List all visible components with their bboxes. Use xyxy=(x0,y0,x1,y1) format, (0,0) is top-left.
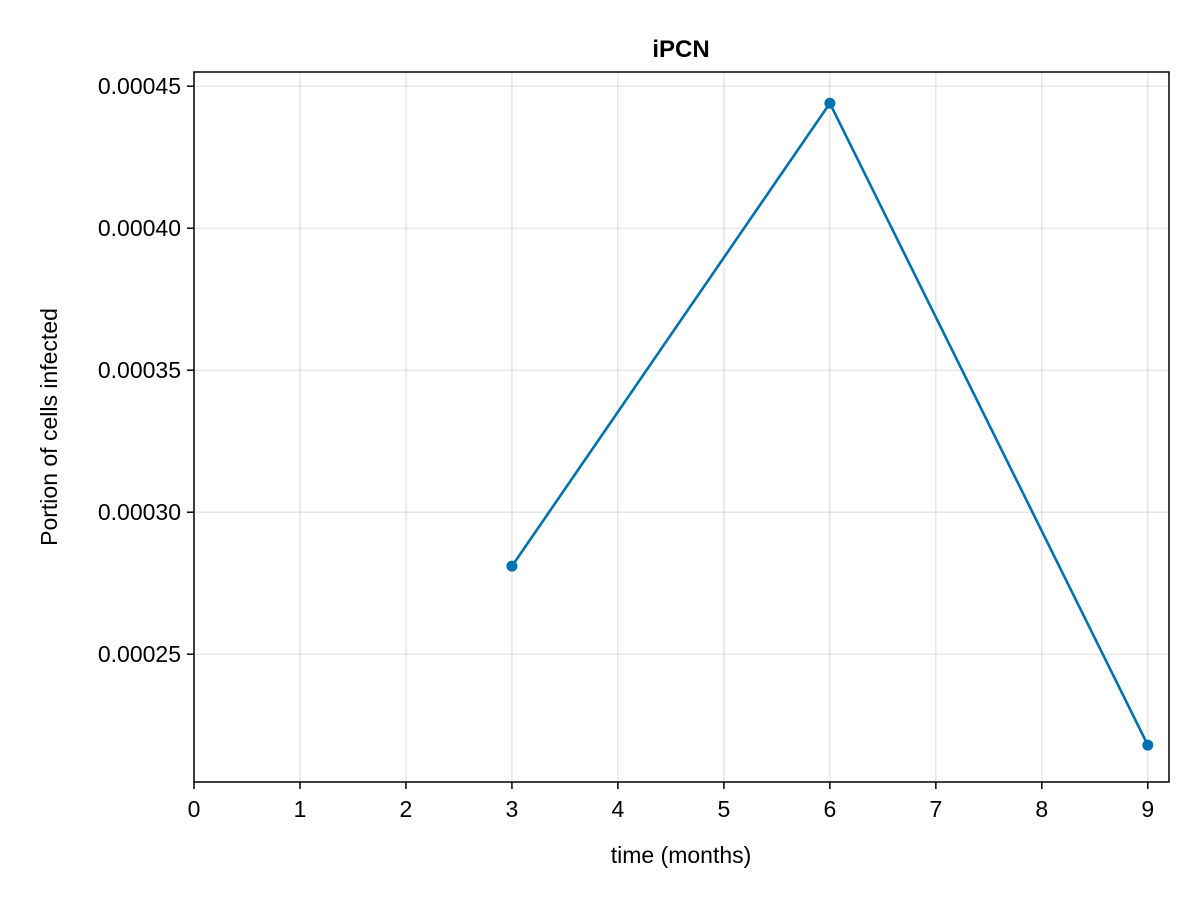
x-tick-label: 6 xyxy=(823,796,836,822)
x-tick-label: 5 xyxy=(717,796,730,822)
x-tick-label: 0 xyxy=(188,796,201,822)
x-tick-label: 3 xyxy=(506,796,519,822)
y-tick-label: 0.00035 xyxy=(98,357,181,383)
label-layer: 0 1 2 3 4 5 6 7 8 9 0.00025 0.00030 0.00035 0.00040 0.… xyxy=(98,73,1154,822)
tick-layer xyxy=(187,85,1149,789)
chart-title: iPCN xyxy=(652,36,709,63)
plot-frame xyxy=(193,71,1170,783)
data-point xyxy=(506,560,518,572)
x-tick-label: 7 xyxy=(929,796,942,822)
grid-layer xyxy=(193,72,1169,782)
series-layer xyxy=(506,97,1154,751)
y-tick-label: 0.00025 xyxy=(98,641,181,667)
y-tick-label: 0.00040 xyxy=(98,215,181,241)
x-tick-label: 4 xyxy=(612,796,625,822)
data-point xyxy=(1142,739,1154,751)
y-tick-label: 0.00045 xyxy=(98,73,181,99)
y-axis-label: Portion of cells infected xyxy=(36,308,62,546)
data-point xyxy=(824,97,836,109)
x-tick-label: 1 xyxy=(294,796,307,822)
y-tick-label: 0.00030 xyxy=(98,499,181,525)
x-tick-label: 9 xyxy=(1141,796,1154,822)
x-tick-label: 2 xyxy=(400,796,413,822)
x-axis-label: time (months) xyxy=(611,842,752,868)
x-tick-label: 8 xyxy=(1035,796,1048,822)
